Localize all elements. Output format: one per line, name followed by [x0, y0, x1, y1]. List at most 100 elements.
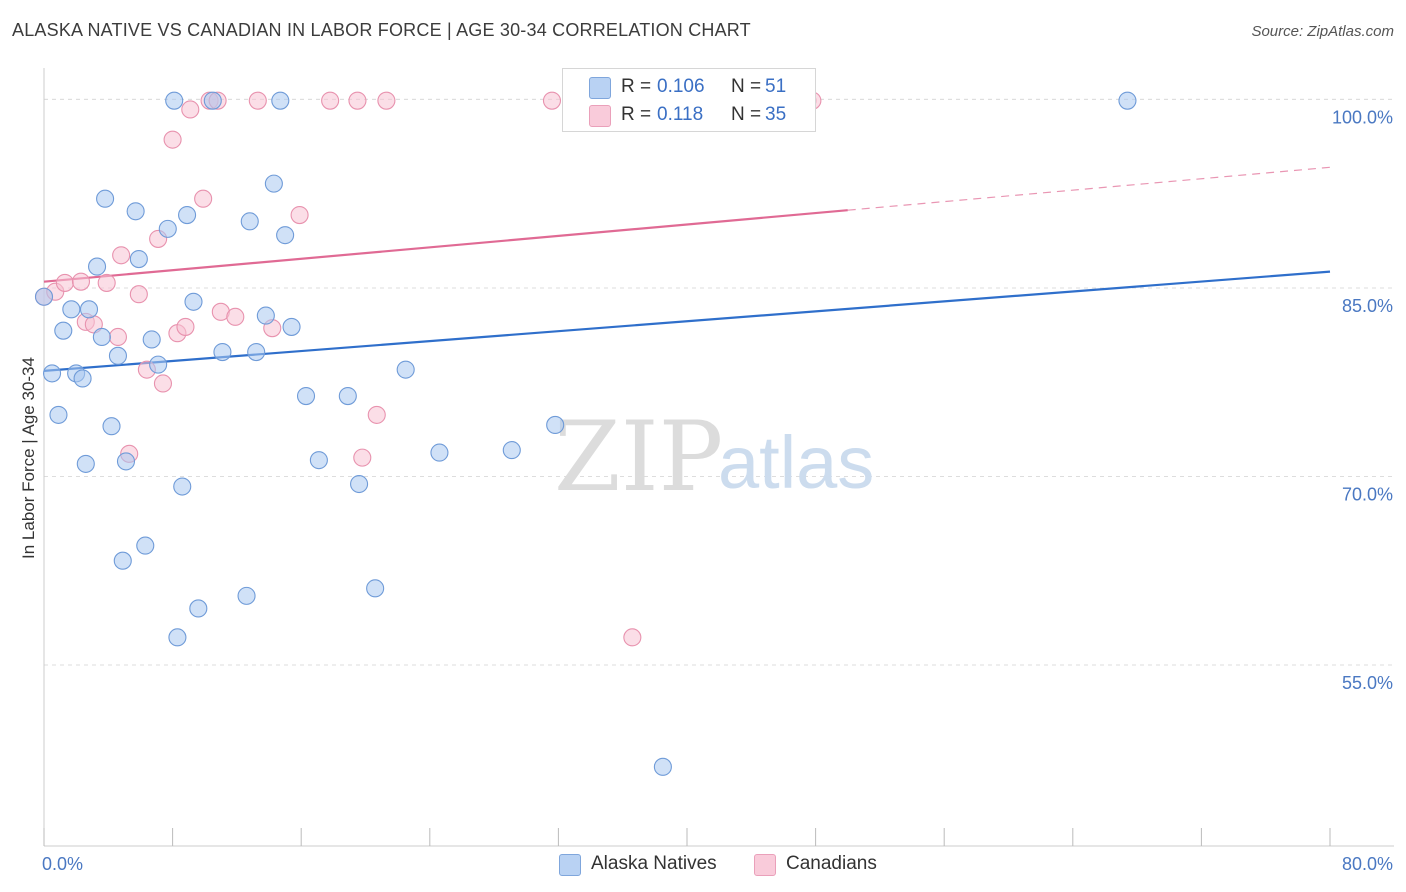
alaska-natives-point [87, 257, 107, 276]
alaska-natives-point [149, 355, 168, 374]
canadians-point [353, 448, 372, 467]
alaska-natives-point [142, 330, 161, 349]
alaska-natives-point [309, 451, 328, 470]
canadians-point [55, 273, 74, 292]
alaska-natives-point [73, 369, 92, 388]
canadians-point [290, 206, 309, 225]
alaska-natives-point [113, 551, 132, 570]
legend-row-canadians: R = 0.118 N = 35 [563, 101, 815, 129]
alaska-natives-point [296, 386, 316, 406]
alaska-natives-point [129, 249, 148, 269]
canadians-point [181, 100, 200, 119]
correlation-legend: R = 0.106 N = 51 R = 0.118 N = 35 [562, 68, 816, 132]
chart-title: ALASKA NATIVE VS CANADIAN IN LABOR FORCE… [12, 20, 751, 40]
alaska-natives-point [338, 386, 357, 406]
alaska-natives-point [366, 579, 385, 598]
alaska-natives-point [62, 300, 81, 319]
alaska-natives-point [396, 360, 415, 379]
watermark-atlas: atlas [718, 421, 874, 504]
legend-swatch-blue [589, 77, 611, 99]
legend-label: Canadians [786, 853, 877, 874]
y-tick-labels: 55.0% 70.0% 85.0% 100.0% [1332, 107, 1393, 693]
alaska-natives-points [34, 91, 1137, 776]
chart-source: Source: ZipAtlas.com [1251, 23, 1394, 40]
alaska-natives-point [178, 206, 197, 225]
alaska-natives-point [158, 219, 177, 238]
canadians-trend-line [43, 209, 848, 283]
alaska-natives-point [256, 306, 275, 325]
alaska-natives-point [240, 212, 259, 231]
alaska-natives-point [653, 757, 672, 776]
series-legend: Alaska Natives Canadians [0, 852, 1406, 878]
alaska-natives-point [42, 364, 62, 383]
alaska-natives-point [276, 226, 295, 245]
trend-lines [43, 166, 1331, 373]
alaska-natives-point [76, 454, 95, 473]
alaska-natives-point [54, 321, 73, 340]
alaska-natives-point [79, 300, 99, 319]
legend-row-alaska-natives: R = 0.106 N = 51 [563, 73, 815, 101]
gridlines [44, 98, 1394, 666]
alaska-natives-point [1118, 91, 1137, 110]
alaska-natives-point [126, 202, 145, 221]
y-tick-label: 85.0% [1342, 296, 1393, 316]
legend-r-value: 0.118 [657, 104, 704, 125]
legend-swatch-pink [589, 105, 611, 127]
canadians-point [226, 307, 245, 326]
canadians-point [108, 327, 127, 347]
canadians-point [71, 272, 91, 291]
canadians-point [97, 273, 116, 292]
canadians-point [129, 285, 148, 304]
alaska-natives-point [184, 292, 203, 311]
legend-r-value: 0.106 [657, 76, 705, 97]
alaska-natives-point [136, 536, 155, 555]
legend-n-value: 51 [765, 76, 787, 97]
alaska-natives-point [96, 189, 115, 208]
legend-n-value: 35 [765, 104, 787, 125]
canadians-point [542, 91, 562, 110]
x-tick-label: 80.0% [1342, 854, 1393, 874]
alaska-natives-point [116, 452, 136, 471]
legend-r-label: R = [621, 104, 652, 125]
alaska-natives-point [34, 287, 54, 306]
alaska-natives-point [350, 474, 369, 494]
alaska-natives-point [502, 441, 521, 460]
canadians-point [348, 91, 367, 110]
alaska-natives-point [430, 443, 449, 462]
alaska-natives-point [168, 628, 187, 647]
alaska-natives-point [213, 343, 232, 362]
canadians-point [248, 91, 267, 110]
alaska-natives-point [165, 91, 184, 110]
alaska-natives-point [92, 327, 111, 347]
y-tick-label: 70.0% [1342, 484, 1393, 504]
alaska-natives-point [203, 91, 222, 110]
y-axis-label: In Labor Force | Age 30-34 [19, 357, 38, 559]
canadians-point [321, 91, 340, 110]
alaska-natives-point [173, 477, 192, 496]
canadians-point [153, 374, 173, 393]
y-tick-label: 55.0% [1342, 673, 1393, 693]
alaska-natives-point [189, 599, 208, 618]
canadians-point [194, 189, 213, 208]
alaska-natives-point [49, 405, 68, 424]
alaska-natives-point [237, 586, 256, 605]
legend-n-label: N = [731, 76, 762, 97]
watermark-zip: ZIP [554, 401, 723, 513]
x-tick-labels: 0.0% 80.0% [42, 854, 1393, 874]
legend-swatch-blue [559, 854, 581, 876]
alaska-natives-point [108, 346, 127, 365]
canadians-trend-line-extension [847, 166, 1331, 211]
canadians-point [367, 405, 386, 424]
alaska-natives-point [102, 417, 121, 436]
alaska-natives-point [264, 174, 283, 193]
canadians-point [623, 628, 642, 647]
legend-r-label: R = [621, 76, 652, 97]
legend-n-label: N = [731, 104, 762, 125]
y-tick-label: 100.0% [1332, 107, 1393, 127]
alaska-natives-point [546, 415, 565, 434]
watermark: ZIP atlas [554, 401, 874, 513]
alaska-natives-point [247, 343, 266, 362]
alaska-natives-point [271, 91, 290, 110]
canadians-point [163, 130, 182, 149]
